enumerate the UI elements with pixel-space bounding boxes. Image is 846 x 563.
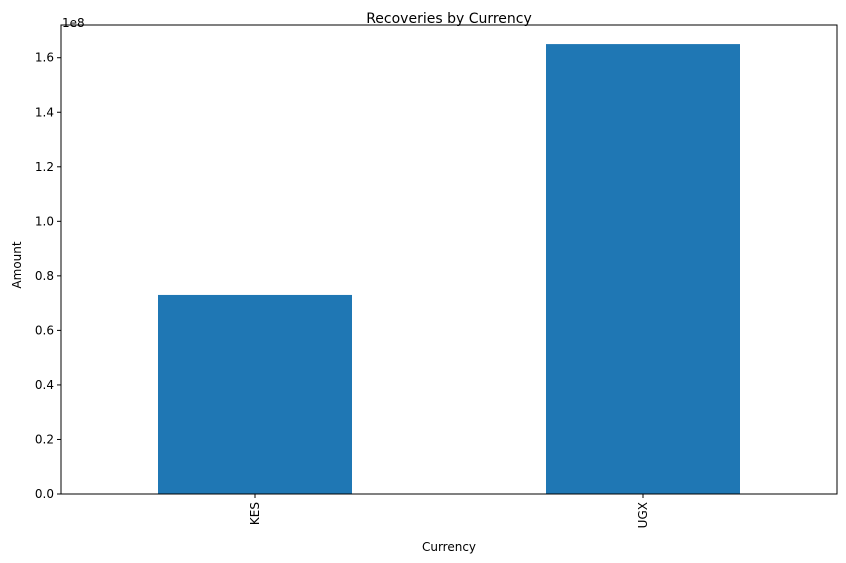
- y-tick-label: 0.6: [35, 323, 54, 337]
- y-axis-label: Amount: [10, 241, 24, 288]
- y-tick-label: 1.4: [35, 105, 54, 119]
- x-tick-label: UGX: [636, 502, 650, 528]
- y-tick-label: 0.0: [35, 487, 54, 501]
- y-tick-label: 1.0: [35, 214, 54, 228]
- x-axis-ticks: KES UGX: [248, 494, 650, 528]
- y-tick-label: 1.6: [35, 51, 54, 65]
- y-tick-label: 1.2: [35, 160, 54, 174]
- y-tick-label: 0.8: [35, 269, 54, 283]
- bars-group: [158, 44, 740, 494]
- y-axis-offset-label: 1e8: [62, 16, 85, 30]
- chart-title: Recoveries by Currency: [366, 11, 532, 27]
- x-tick-label: KES: [248, 502, 262, 525]
- plot-area-frame: [60, 24, 838, 495]
- bar-kes: [158, 294, 352, 494]
- bar-ugx: [546, 44, 740, 494]
- y-tick-label: 0.4: [35, 378, 54, 392]
- y-tick-label: 0.2: [35, 432, 54, 446]
- x-axis-label: Currency: [422, 540, 476, 554]
- y-axis-ticks: 0.0 0.2 0.4 0.6 0.8 1.0 1.2 1.4 1.6: [35, 51, 61, 501]
